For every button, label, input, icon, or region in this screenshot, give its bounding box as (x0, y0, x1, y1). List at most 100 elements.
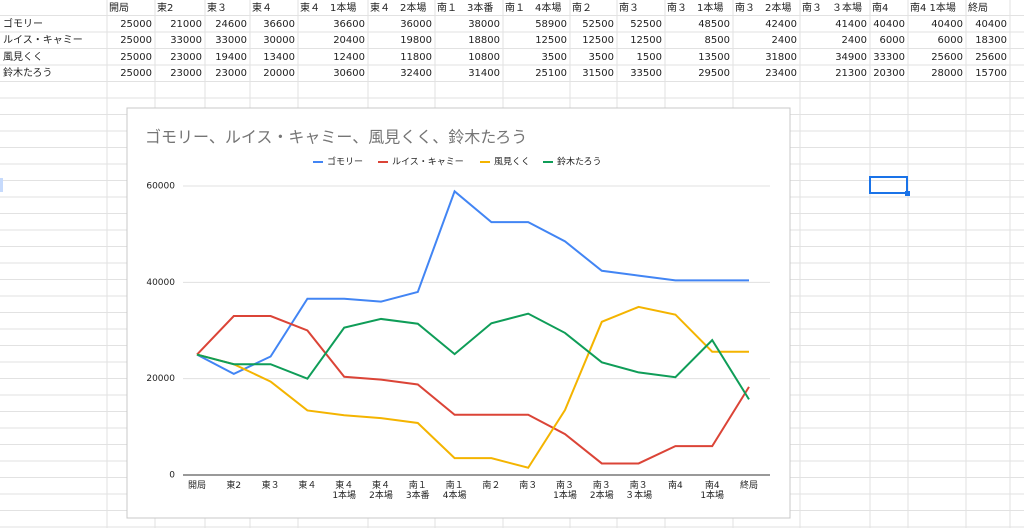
legend-label: ゴモリー (327, 156, 363, 168)
header-cell: 東４ (252, 1, 272, 14)
number-cell: 30600 (333, 68, 365, 79)
header-cell: 南３ 1本場 (667, 1, 723, 14)
number-cell: 40400 (873, 19, 905, 30)
x-tick-line: 東４ (372, 479, 390, 491)
x-tick-line: 南３ (556, 479, 574, 491)
header-cell: 開局 (109, 2, 129, 14)
number-cell: 52500 (582, 19, 614, 30)
number-cell: 48500 (698, 19, 730, 30)
legend-label: ルイス・キャミー (392, 158, 464, 168)
row-label: 鈴木たろう (3, 66, 52, 79)
chart-title: ゴモリー、ルイス・キャミー、風見くく、鈴木たろう (145, 128, 527, 147)
header-cell: 南4 (872, 1, 888, 14)
number-cell: 28000 (931, 68, 963, 79)
header-cell: 東４ 1本場 (300, 1, 356, 14)
number-cell: 3500 (542, 52, 567, 63)
number-cell: 12500 (630, 35, 662, 46)
x-tick-label: 開局 (188, 480, 206, 491)
number-cell: 12500 (535, 35, 567, 46)
number-cell: 40400 (975, 19, 1007, 30)
number-cell: 30000 (263, 35, 295, 46)
x-tick-line: 2本場 (590, 489, 614, 501)
number-cell: 23400 (765, 68, 797, 79)
number-cell: 23000 (170, 52, 202, 63)
x-tick-line: 南２ (482, 479, 500, 491)
x-tick-label: 南３ (519, 479, 537, 491)
selected-cell[interactable] (869, 176, 908, 194)
x-tick-line: 2本場 (369, 489, 393, 501)
number-cell: 25600 (975, 52, 1007, 63)
number-cell: 33000 (215, 35, 247, 46)
x-tick-label: 東３ (262, 479, 280, 491)
x-tick-line: 南4 (668, 479, 683, 491)
header-cell: 南２ (572, 1, 592, 14)
number-cell: 12400 (333, 52, 365, 63)
header-cell: 南３ 2本場 (735, 1, 791, 14)
number-cell: 25000 (120, 19, 152, 30)
number-cell: 2400 (842, 35, 867, 46)
number-cell: 20400 (333, 35, 365, 46)
number-cell: 33300 (873, 52, 905, 63)
x-tick-line: 1本場 (700, 489, 724, 501)
header-cell: 南１ 4本場 (505, 1, 561, 14)
x-tick-label: 南２ (482, 479, 500, 491)
number-cell: 6000 (938, 35, 963, 46)
number-cell: 41400 (835, 19, 867, 30)
series-line (196, 305, 749, 469)
number-cell: 29500 (698, 68, 730, 79)
number-cell: 20300 (873, 68, 905, 79)
chart-box (126, 107, 791, 519)
row-marker (0, 178, 3, 192)
number-cell: 42400 (765, 19, 797, 30)
x-tick-line: 1本場 (332, 489, 356, 501)
number-cell: 19400 (215, 52, 247, 63)
row-label: 風見くく (3, 51, 43, 63)
x-tick-label: 東４ (298, 479, 316, 491)
number-cell: 21000 (170, 19, 202, 30)
x-tick-line: 東４ (298, 479, 316, 491)
number-cell: 34900 (835, 52, 867, 63)
number-cell: 8500 (705, 35, 730, 46)
x-tick-line: 4本場 (443, 489, 467, 501)
number-cell: 3500 (589, 52, 614, 63)
number-cell: 11800 (400, 52, 432, 63)
header-cell: 南３ (619, 1, 639, 14)
number-cell: 18800 (468, 35, 500, 46)
number-cell: 23000 (170, 68, 202, 79)
x-tick-line: 南３ (630, 479, 648, 491)
number-cell: 33500 (630, 68, 662, 79)
header-cell: 南4 1本場 (910, 1, 956, 14)
number-cell: 1500 (637, 52, 662, 63)
number-cell: 21300 (835, 68, 867, 79)
fill-handle[interactable] (905, 191, 910, 196)
number-cell: 32400 (400, 68, 432, 79)
x-tick-line: 南4 (705, 479, 720, 491)
number-cell: 52500 (630, 19, 662, 30)
number-cell: 31400 (468, 68, 500, 79)
series-line (196, 189, 749, 375)
number-cell: 33000 (170, 35, 202, 46)
header-cell: 南１ 3本番 (437, 1, 493, 14)
x-tick-line: 南１ (446, 479, 464, 491)
number-cell: 23000 (215, 68, 247, 79)
x-tick-label: 南３ 1本場 (553, 479, 577, 501)
number-cell: 38000 (468, 19, 500, 30)
x-tick-label: 南１ 4本場 (443, 479, 467, 501)
number-cell: 15700 (975, 68, 1007, 79)
x-tick-label: 南３ 2本場 (590, 479, 614, 501)
x-tick-label: 南１ 3本番 (406, 479, 430, 501)
number-cell: 12500 (582, 35, 614, 46)
number-cell: 25000 (120, 68, 152, 79)
x-tick-label: 東2 (226, 479, 241, 491)
x-tick-label: 終局 (740, 479, 758, 491)
x-tick-label: 南３３本場 (625, 479, 652, 501)
x-tick-line: 開局 (188, 480, 206, 491)
number-cell: 13500 (698, 52, 730, 63)
number-cell: 2400 (772, 35, 797, 46)
number-cell: 25100 (535, 68, 567, 79)
number-cell: 6000 (880, 35, 905, 46)
x-tick-line: 終局 (740, 479, 758, 491)
number-cell: 40400 (931, 19, 963, 30)
number-cell: 25600 (931, 52, 963, 63)
